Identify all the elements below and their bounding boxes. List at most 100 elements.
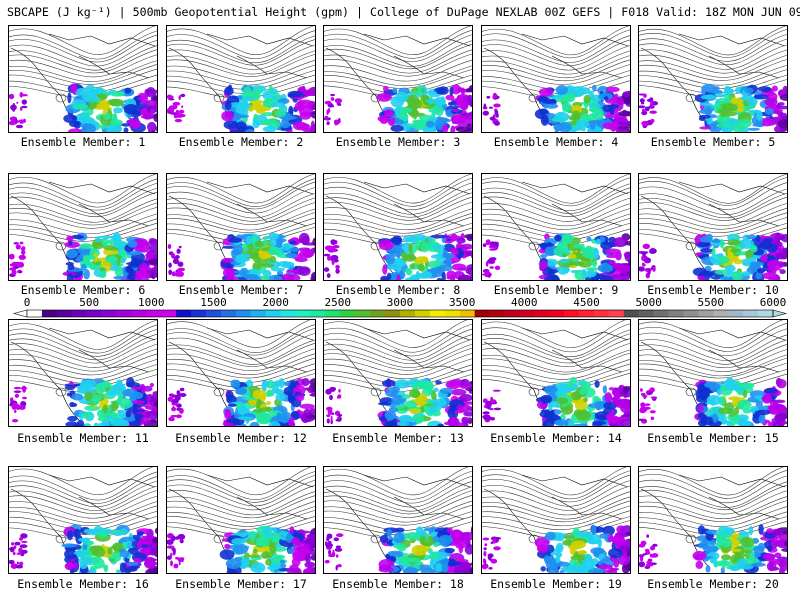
colorbar-swatch xyxy=(638,310,654,317)
height-contour xyxy=(9,206,157,229)
height-contour xyxy=(482,359,630,380)
height-contour xyxy=(9,348,157,372)
height-contour xyxy=(9,222,157,242)
colorbar-low-arrow xyxy=(12,309,28,318)
ensemble-panel xyxy=(481,466,631,574)
ensemble-panel xyxy=(638,319,788,427)
ensemble-panel xyxy=(638,466,788,574)
height-contour xyxy=(324,344,472,368)
height-contour xyxy=(9,26,156,55)
height-contour xyxy=(639,188,787,216)
ensemble-member-label: Ensemble Member: 15 xyxy=(647,431,779,445)
height-contour xyxy=(9,329,157,357)
height-contour xyxy=(9,174,157,204)
height-contour xyxy=(639,357,787,379)
colorbar-tick-label: 5000 xyxy=(635,296,662,309)
colorbar-swatch xyxy=(683,310,699,317)
ensemble-panel xyxy=(481,25,631,133)
ensemble-member-label: Ensemble Member: 2 xyxy=(178,135,304,149)
sbcape-shading xyxy=(167,232,315,280)
colorbar-swatch xyxy=(623,310,640,317)
sbcape-shading xyxy=(482,84,630,132)
ensemble-panel xyxy=(323,173,473,281)
forecast-map xyxy=(9,26,157,132)
colorbar-swatch xyxy=(220,310,237,317)
height-contour xyxy=(639,212,787,233)
colorbar-swatch xyxy=(534,310,550,317)
height-contour xyxy=(639,49,787,74)
height-contour xyxy=(324,192,472,218)
height-contour xyxy=(9,188,157,215)
height-contour xyxy=(167,471,315,500)
forecast-map xyxy=(167,174,315,280)
height-contour xyxy=(9,191,157,217)
height-contour xyxy=(685,93,697,103)
height-contour xyxy=(639,34,787,62)
colorbar-swatch xyxy=(758,310,774,317)
height-contour xyxy=(9,198,157,223)
height-contour xyxy=(482,191,630,217)
height-contour xyxy=(482,491,630,516)
ensemble-member-label: Ensemble Member: 8 xyxy=(335,283,461,297)
ensemble-panel xyxy=(323,319,473,427)
height-contour xyxy=(324,44,472,70)
coastline xyxy=(10,327,156,421)
height-contour xyxy=(55,387,67,397)
colorbar-swatch xyxy=(653,310,669,317)
colorbar-swatch xyxy=(698,310,714,317)
colorbar-swatch xyxy=(564,310,580,317)
height-contour xyxy=(324,323,472,353)
height-contour xyxy=(324,334,472,361)
height-contour xyxy=(639,59,787,81)
colorbar-swatch xyxy=(549,310,565,317)
sbcape-shading xyxy=(167,378,315,426)
height-contour xyxy=(9,60,157,82)
colorbar-swatch xyxy=(176,310,192,317)
height-contour xyxy=(324,177,472,207)
colorbar-swatch xyxy=(429,310,446,317)
colorbar-swatch xyxy=(146,310,162,317)
ensemble-panel xyxy=(166,173,316,281)
height-contour xyxy=(482,474,630,503)
height-contour xyxy=(482,480,630,507)
ensemble-member-label: Ensemble Member: 18 xyxy=(332,577,464,591)
height-contour xyxy=(9,495,157,519)
height-contour xyxy=(324,182,472,211)
ensemble-panel xyxy=(8,319,158,427)
forecast-map xyxy=(639,320,787,426)
height-contour xyxy=(324,196,472,221)
height-contour xyxy=(167,39,315,66)
forecast-map xyxy=(167,320,315,426)
ensemble-member-label: Ensemble Member: 1 xyxy=(20,135,146,149)
height-contour xyxy=(482,50,630,75)
height-contour xyxy=(482,55,630,78)
height-contour xyxy=(167,475,315,503)
height-contour xyxy=(324,29,472,59)
height-contour xyxy=(639,38,787,66)
colorbar-tick-label: 2000 xyxy=(262,296,289,309)
height-contour xyxy=(9,34,157,63)
forecast-map xyxy=(324,467,472,573)
height-contour xyxy=(324,328,472,357)
forecast-map xyxy=(482,26,630,132)
height-contour xyxy=(324,26,472,56)
ensemble-panel xyxy=(166,25,316,133)
height-contour xyxy=(639,467,785,496)
height-contour xyxy=(324,201,472,225)
sbcape-shading xyxy=(482,376,630,426)
height-contour xyxy=(324,34,472,62)
height-contour xyxy=(639,217,787,237)
height-contour xyxy=(685,241,697,251)
height-contour xyxy=(639,196,787,221)
height-contour xyxy=(639,500,787,522)
height-contour xyxy=(324,500,472,523)
height-contour xyxy=(324,53,472,77)
height-contour xyxy=(9,320,157,350)
height-contour xyxy=(167,44,315,70)
height-contour xyxy=(9,218,157,239)
height-contour xyxy=(324,347,472,371)
ensemble-member-label: Ensemble Member: 10 xyxy=(647,283,779,297)
height-contour xyxy=(167,35,315,64)
height-contour xyxy=(482,203,630,227)
height-contour xyxy=(370,534,382,544)
